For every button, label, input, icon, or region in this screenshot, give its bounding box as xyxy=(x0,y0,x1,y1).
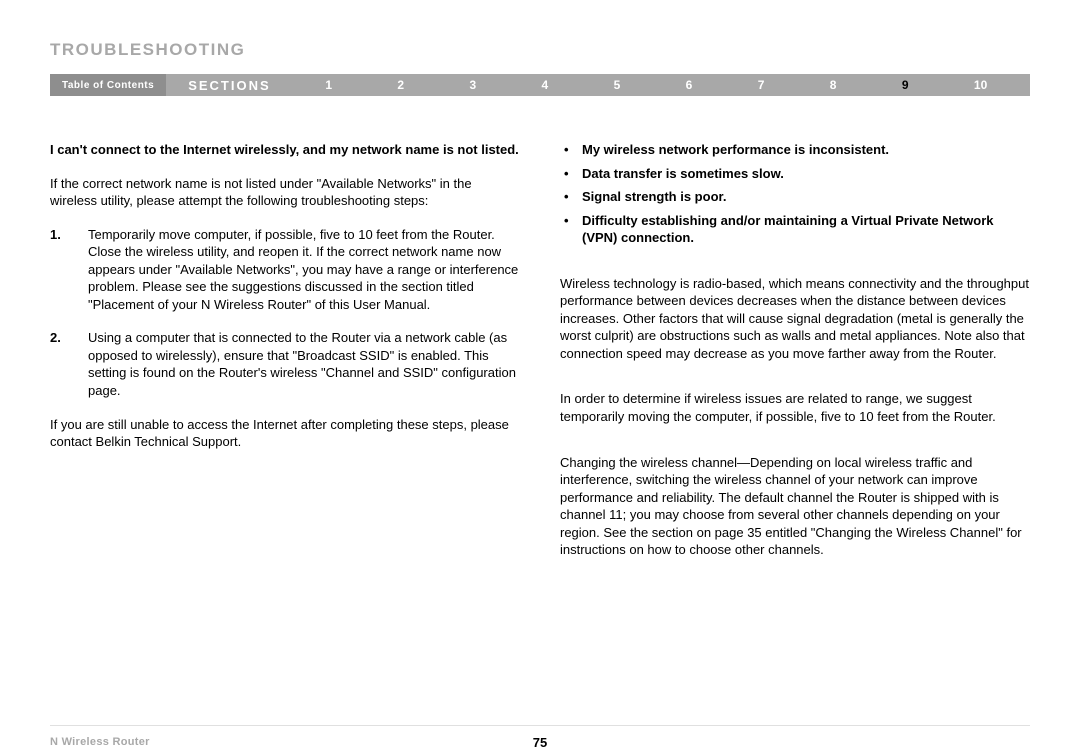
section-link-7[interactable]: 7 xyxy=(758,78,765,92)
section-link-9[interactable]: 9 xyxy=(902,78,909,92)
step-item: Temporarily move computer, if possible, … xyxy=(50,226,520,314)
section-link-4[interactable]: 4 xyxy=(542,78,549,92)
right-p2: In order to determine if wireless issues… xyxy=(560,390,1030,425)
section-link-3[interactable]: 3 xyxy=(469,78,476,92)
section-link-1[interactable]: 1 xyxy=(325,78,332,92)
page-number: 75 xyxy=(533,735,547,750)
section-link-10[interactable]: 10 xyxy=(974,78,987,92)
page-footer: N Wireless Router 75 xyxy=(50,736,1030,748)
right-column: My wireless network performance is incon… xyxy=(560,141,1030,575)
symptom-item: Difficulty establishing and/or maintaini… xyxy=(560,212,1030,247)
symptom-item: Data transfer is sometimes slow. xyxy=(560,165,1030,183)
section-link-5[interactable]: 5 xyxy=(614,78,621,92)
section-link-2[interactable]: 2 xyxy=(397,78,404,92)
symptom-item: Signal strength is poor. xyxy=(560,188,1030,206)
footer-rule xyxy=(50,725,1030,726)
section-link-6[interactable]: 6 xyxy=(686,78,693,92)
symptom-item: My wireless network performance is incon… xyxy=(560,141,1030,159)
section-navbar: Table of Contents SECTIONS 1 2 3 4 5 6 7 8 9 10 xyxy=(50,74,1030,96)
sections-label: SECTIONS xyxy=(166,78,292,93)
left-heading: I can't connect to the Internet wireless… xyxy=(50,141,520,159)
left-intro: If the correct network name is not liste… xyxy=(50,175,520,210)
section-number-list: 1 2 3 4 5 6 7 8 9 10 xyxy=(293,74,1030,96)
section-link-8[interactable]: 8 xyxy=(830,78,837,92)
manual-page: TROUBLESHOOTING Table of Contents SECTIO… xyxy=(0,0,1080,756)
troubleshoot-steps: Temporarily move computer, if possible, … xyxy=(50,226,520,400)
toc-link[interactable]: Table of Contents xyxy=(50,74,166,96)
product-name: N Wireless Router xyxy=(50,736,150,748)
left-column: I can't connect to the Internet wireless… xyxy=(50,141,520,575)
page-title: TROUBLESHOOTING xyxy=(50,40,1030,60)
right-p1: Wireless technology is radio-based, whic… xyxy=(560,275,1030,363)
symptom-list: My wireless network performance is incon… xyxy=(560,141,1030,247)
step-item: Using a computer that is connected to th… xyxy=(50,329,520,399)
right-p3: Changing the wireless channel—Depending … xyxy=(560,454,1030,559)
left-outro: If you are still unable to access the In… xyxy=(50,416,520,451)
content-columns: I can't connect to the Internet wireless… xyxy=(50,141,1030,575)
